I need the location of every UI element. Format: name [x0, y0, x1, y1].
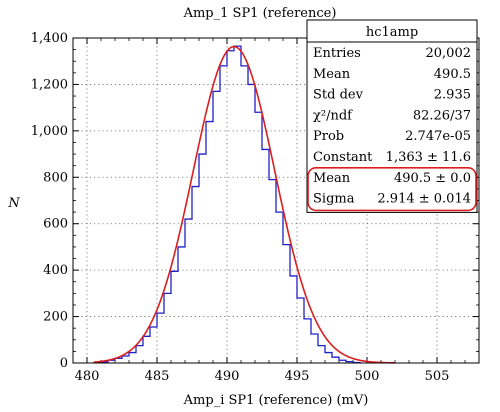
histogram-bin: [150, 327, 157, 363]
histogram-bin: [115, 358, 122, 363]
histogram-bin: [213, 91, 220, 363]
y-tick-label: 1,000: [31, 124, 68, 139]
histogram-bin: [143, 336, 150, 363]
fit-series: [93, 45, 396, 364]
histogram-bin: [304, 319, 311, 363]
histogram-bin: [199, 154, 206, 363]
stats-row-value: 490.5 ± 0.0: [394, 171, 471, 186]
histogram-bin: [269, 180, 276, 363]
stats-row-value: 2.747e-05: [405, 129, 471, 144]
histogram-bin: [234, 46, 241, 363]
stats-box-frame: [306, 19, 478, 213]
stats-row-value: 490.5: [434, 67, 471, 82]
histogram-bin: [129, 353, 136, 363]
x-tick-label: 485: [145, 369, 170, 384]
x-tick-label: 500: [355, 369, 380, 384]
x-tick-label: 505: [425, 369, 450, 384]
stats-box-title: hc1amp: [366, 25, 418, 40]
histogram-bin: [255, 112, 262, 363]
stats-highlight-box: [307, 167, 477, 212]
histogram-bin: [332, 357, 339, 363]
x-tick-label: 480: [75, 369, 100, 384]
stats-row-value: 82.26/37: [413, 108, 471, 123]
y-tick-label: 200: [43, 310, 68, 325]
histogram-bin: [318, 346, 325, 363]
stats-row-value: 2.914 ± 0.014: [377, 192, 471, 207]
histogram-bin: [290, 276, 297, 363]
stats-row-label: Mean: [313, 67, 351, 82]
stats-row-value: 20,002: [426, 46, 472, 61]
chart-title: Amp_1 SP1 (reference): [183, 6, 337, 21]
histogram-outline: [93, 45, 361, 364]
y-tick-label: 1,400: [31, 31, 68, 46]
stats-row-label: Prob: [313, 129, 344, 144]
histogram-bin: [325, 353, 332, 363]
histogram-bin: [136, 346, 143, 363]
stats-row-label: Constant: [313, 150, 373, 165]
y-tick-label: 0: [60, 356, 68, 371]
fit-curve: [93, 45, 396, 364]
histogram-bin: [178, 247, 185, 363]
histogram-bin: [227, 51, 234, 363]
plot-frame: [72, 37, 480, 364]
stats-row-label: Mean: [313, 171, 351, 186]
stats-row-label: Std dev: [313, 88, 364, 103]
histogram-bin: [122, 356, 129, 363]
histogram-bin: [206, 122, 213, 363]
stats-row-label: Sigma: [313, 192, 355, 207]
y-tick-label: 800: [43, 170, 68, 185]
x-tick-label: 490: [215, 369, 240, 384]
plot-grid: [73, 38, 479, 363]
histogram-bin: [262, 149, 269, 363]
y-axis-title: N: [7, 196, 20, 211]
histogram-bin: [220, 66, 227, 363]
histogram-series: [93, 45, 361, 364]
histogram-bin: [297, 298, 304, 363]
y-tick-label: 400: [43, 263, 68, 278]
stats-row-label: χ²/ndf: [313, 108, 353, 123]
histogram-bin: [164, 293, 171, 363]
histogram-bin: [241, 66, 248, 363]
y-tick-label: 600: [43, 217, 68, 232]
histogram-bin: [311, 334, 318, 363]
histogram-bin: [276, 212, 283, 363]
histogram-bin: [185, 219, 192, 363]
y-axis: 0 200 400 600 800 1,000 1,200 1,400: [31, 31, 479, 371]
x-axis-title: Amp_i SP1 (reference) (mV): [183, 393, 369, 408]
x-tick-label: 495: [285, 369, 310, 384]
histogram-bin: [157, 313, 164, 363]
y-tick-label: 1,200: [31, 77, 68, 92]
stats-box: hc1amp Entries 20,002 Mean 490.5 Std dev 2.935…: [306, 19, 478, 213]
stats-row-label: Entries: [313, 46, 361, 61]
histogram-bin: [192, 187, 199, 363]
stats-row-value: 2.935: [434, 88, 471, 103]
stats-row-value: 1,363 ± 11.6: [386, 150, 471, 165]
histogram-bin: [171, 271, 178, 363]
histogram-bin: [283, 245, 290, 363]
